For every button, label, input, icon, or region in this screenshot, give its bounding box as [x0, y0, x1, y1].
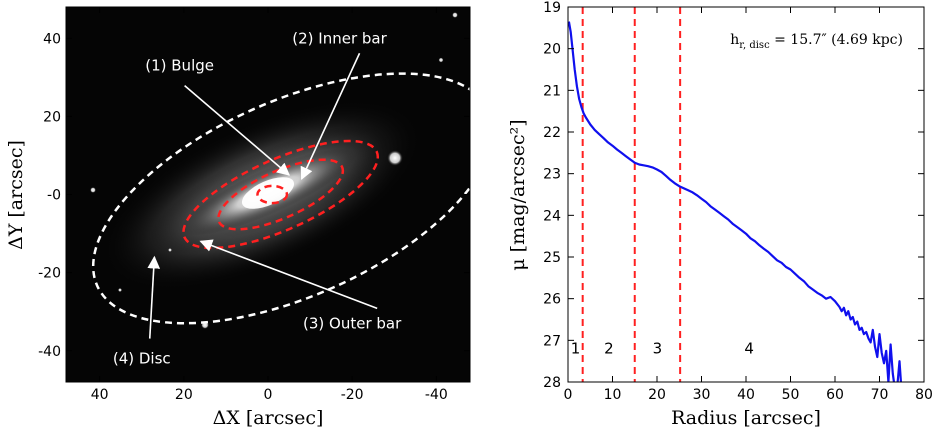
region-labels: 1 2 3 4	[571, 340, 754, 358]
ellipse-inner-bar	[217, 158, 345, 231]
x-tick-label: 40	[737, 387, 755, 403]
ellipse-disc	[91, 72, 470, 325]
ellipse-outer-bar	[182, 139, 380, 250]
profile-line	[568, 21, 904, 382]
y-tick-label: 23	[543, 167, 561, 183]
region-ellipses	[91, 72, 470, 325]
y-tick-label: 22	[543, 125, 561, 141]
plot-area	[568, 7, 924, 382]
star-source	[387, 150, 403, 166]
region-number-label: 4	[744, 340, 754, 358]
y-tick-label: 24	[543, 208, 561, 224]
y-tick-label: 28	[543, 375, 561, 391]
y-tick-label: 21	[543, 83, 561, 99]
x-tick-label: 30	[693, 387, 711, 403]
scale-value: = 15.7″ (4.69 kpc)	[770, 32, 903, 48]
scale-subscript: r, disc	[739, 40, 770, 51]
annotation-arrow	[147, 255, 161, 339]
y-tick-label: -0	[47, 188, 61, 204]
x-tick-label: 70	[871, 387, 889, 403]
star-source	[168, 248, 172, 252]
y-tick-label: 20	[43, 109, 61, 125]
y-tick-label: 20	[543, 42, 561, 58]
x-tick-label: 50	[782, 387, 800, 403]
annotation-label: (4) Disc	[113, 350, 171, 368]
y-tick-label: 19	[543, 0, 561, 16]
x-axis-label: ΔX [arcsec]	[213, 407, 324, 429]
annotation-label: (1) Bulge	[145, 57, 214, 75]
annotation-arrow	[300, 52, 361, 181]
y-tick-label: -20	[38, 266, 61, 282]
star-source	[438, 57, 444, 63]
y-tick-label: 25	[543, 250, 561, 266]
region-number-label: 3	[653, 340, 663, 358]
region-number-label: 1	[571, 340, 581, 358]
x-tick-label: 20	[175, 387, 193, 403]
x-tick-label: -20	[341, 387, 364, 403]
ellipse-bulge	[256, 184, 289, 205]
scale-symbol: h	[730, 32, 739, 48]
region-boundaries	[581, 7, 682, 382]
y-axis-label: ΔY [arcsec]	[5, 140, 27, 250]
region-number-label: 2	[604, 340, 614, 358]
y-tick-label: 40	[43, 31, 61, 47]
x-axis-label: Radius [arcsec]	[671, 407, 821, 429]
annotation-label: (3) Outer bar	[303, 314, 402, 332]
y-tick-label: 26	[543, 292, 561, 308]
x-tick-label: 0	[564, 387, 573, 403]
galaxy-image-panel: (1) Bulge (2) Inner bar (3) Outer bar (4) D…	[5, 6, 471, 429]
x-tick-label: 40	[91, 387, 109, 403]
annotation-arrow	[199, 239, 378, 310]
star-source	[118, 288, 122, 292]
x-tick-label: 80	[915, 387, 932, 403]
disc-scale-length-annotation: hr, disc = 15.7″ (4.69 kpc)	[730, 32, 903, 51]
star-source	[452, 12, 458, 18]
annotation-arrow	[184, 84, 291, 176]
x-tick-label: -40	[425, 387, 448, 403]
annotations: (1) Bulge (2) Inner bar (3) Outer bar (4) D…	[113, 29, 402, 367]
x-tick-label: 60	[826, 387, 844, 403]
x-tick-label: 0	[264, 387, 273, 403]
y-tick-label: -40	[38, 344, 61, 360]
x-tick-label: 10	[604, 387, 622, 403]
image-axes: 40 20 0 -20 -40 40 20 -0 -20 -40	[38, 7, 470, 403]
x-tick-label: 20	[648, 387, 666, 403]
annotation-label: (2) Inner bar	[292, 29, 387, 47]
star-source	[90, 187, 96, 193]
galaxy-core	[241, 177, 295, 209]
y-axis-label: μ [mag/arcsec²]	[507, 119, 529, 270]
profile-series	[568, 21, 904, 382]
y-tick-label: 27	[543, 333, 561, 349]
